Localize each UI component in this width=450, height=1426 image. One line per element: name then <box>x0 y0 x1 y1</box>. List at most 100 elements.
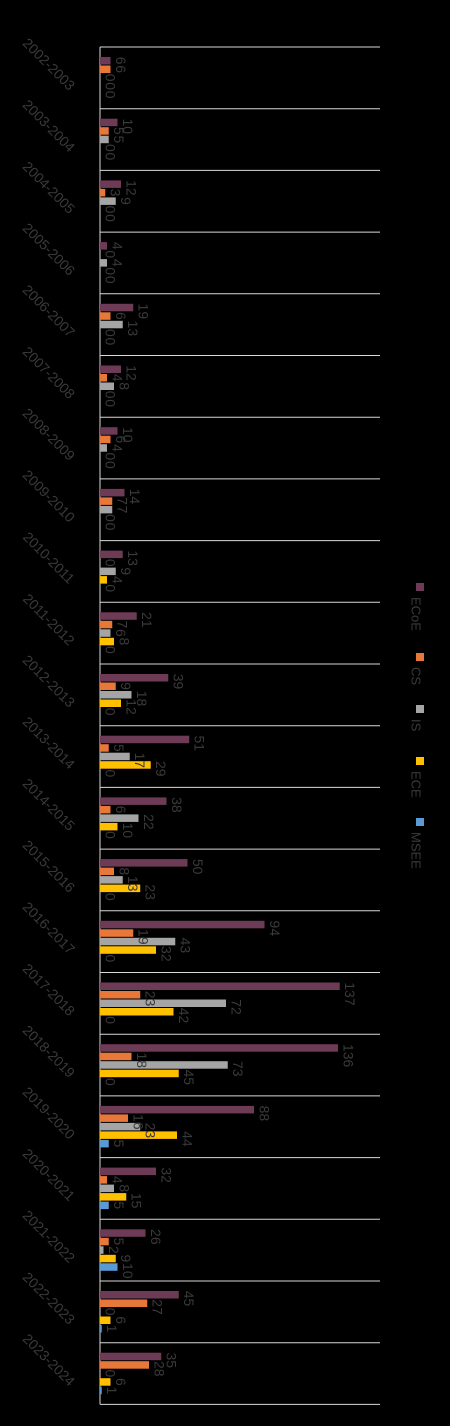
bar-ecoe <box>100 1352 162 1361</box>
category-label: 2013-2014 <box>20 713 79 772</box>
bar-ecoe <box>100 735 190 744</box>
bar-ece <box>100 884 141 893</box>
value-label: 5 <box>111 135 127 143</box>
value-label: 0 <box>102 452 118 460</box>
value-label: 4 <box>109 444 125 452</box>
category-label: 2009-2010 <box>20 467 79 526</box>
value-label: 38 <box>169 797 185 813</box>
value-label: 21 <box>139 612 155 628</box>
value-label: 0 <box>102 769 118 777</box>
value-label: 32 <box>158 946 174 962</box>
bar-is <box>100 1061 228 1069</box>
value-label: 7 <box>115 621 131 629</box>
value-label: 6 <box>113 1378 129 1386</box>
value-label: 0 <box>102 559 118 567</box>
legend-swatch-msee <box>416 818 424 826</box>
value-label: 0 <box>102 523 118 531</box>
category-label: 2002-2003 <box>20 35 79 94</box>
value-label: 14 <box>127 489 143 505</box>
value-label: 0 <box>102 91 118 99</box>
value-label: 7 <box>115 506 131 514</box>
value-label: 16 <box>130 1114 146 1130</box>
bar-ece <box>100 1193 127 1201</box>
value-label: 0 <box>102 250 118 258</box>
bar-is <box>100 505 113 514</box>
legend-label-msee: MSEE <box>409 832 424 869</box>
legend-swatch-ecoe <box>416 583 424 591</box>
bar-is <box>100 320 123 329</box>
bar-is <box>100 876 123 884</box>
bar-cs <box>100 497 113 505</box>
value-label: 44 <box>179 1131 195 1147</box>
bar-is <box>100 629 111 637</box>
bar-cs <box>100 1361 149 1369</box>
bar-ece <box>100 1008 174 1016</box>
value-label: 0 <box>102 955 118 963</box>
value-label: 10 <box>120 1263 136 1279</box>
category-label: 2005-2006 <box>20 220 79 279</box>
category-label: 2018-2019 <box>20 1022 79 1081</box>
bar-is <box>100 999 226 1007</box>
bar-cs <box>100 1052 132 1061</box>
value-label: 45 <box>181 1291 197 1307</box>
bar-is <box>100 382 114 390</box>
category-label: 2003-2004 <box>20 96 79 155</box>
value-label: 13 <box>125 876 141 892</box>
category-label: 2016-2017 <box>20 899 79 958</box>
bar-is <box>100 1184 114 1193</box>
value-label: 0 <box>102 1078 118 1086</box>
bar-ecoe <box>100 427 118 435</box>
value-label: 8 <box>116 638 132 646</box>
value-label: 4 <box>109 576 125 584</box>
bar-ece <box>100 699 121 707</box>
value-label: 6 <box>113 806 129 814</box>
value-label: 0 <box>102 152 118 160</box>
value-label: 6 <box>113 65 129 73</box>
value-label: 0 <box>102 461 118 469</box>
value-label: 0 <box>102 74 118 82</box>
value-label: 0 <box>102 338 118 346</box>
value-label: 0 <box>102 391 118 399</box>
bar-is <box>100 259 107 267</box>
value-label: 0 <box>102 893 118 901</box>
value-label: 10 <box>120 427 136 443</box>
bar-is <box>100 135 109 144</box>
bar-is <box>100 1246 104 1254</box>
bar-cs <box>100 620 113 629</box>
value-label: 4 <box>109 259 125 267</box>
value-label: 8 <box>116 382 132 390</box>
category-label: 2012-2013 <box>20 652 79 711</box>
value-label: 26 <box>148 1229 164 1245</box>
bar-ecoe <box>100 1291 179 1299</box>
legend-label-ece: ECE <box>409 771 424 798</box>
value-label: 9 <box>118 682 134 690</box>
bar-ecoe <box>100 982 340 990</box>
bar-cs <box>100 435 111 444</box>
value-label: 23 <box>143 884 159 900</box>
value-label: 6 <box>113 435 129 443</box>
value-label: 0 <box>102 831 118 839</box>
bar-ecoe <box>100 180 121 188</box>
bar-ecoe <box>100 365 121 373</box>
category-label: 2017-2018 <box>20 960 79 1019</box>
bar-ece <box>100 761 151 769</box>
bar-ece <box>100 1131 177 1139</box>
bar-ece <box>100 822 118 831</box>
value-label: 18 <box>134 691 150 707</box>
bar-ece <box>100 1069 179 1078</box>
value-label: 45 <box>181 1069 197 1085</box>
value-label: 13 <box>125 321 141 337</box>
bar-cs <box>100 1114 128 1122</box>
category-label: 2021-2022 <box>20 1207 79 1266</box>
value-label: 0 <box>102 329 118 337</box>
category-label: 2020-2021 <box>20 1145 79 1204</box>
value-label: 136 <box>340 1044 356 1068</box>
value-label: 0 <box>102 1369 118 1377</box>
value-label: 19 <box>136 304 152 320</box>
bar-msee <box>100 1139 109 1148</box>
value-label: 22 <box>141 814 157 830</box>
bar-cs <box>100 1237 109 1246</box>
value-label: 5 <box>111 744 127 752</box>
value-label: 0 <box>102 708 118 716</box>
value-label: 1 <box>104 1325 120 1333</box>
